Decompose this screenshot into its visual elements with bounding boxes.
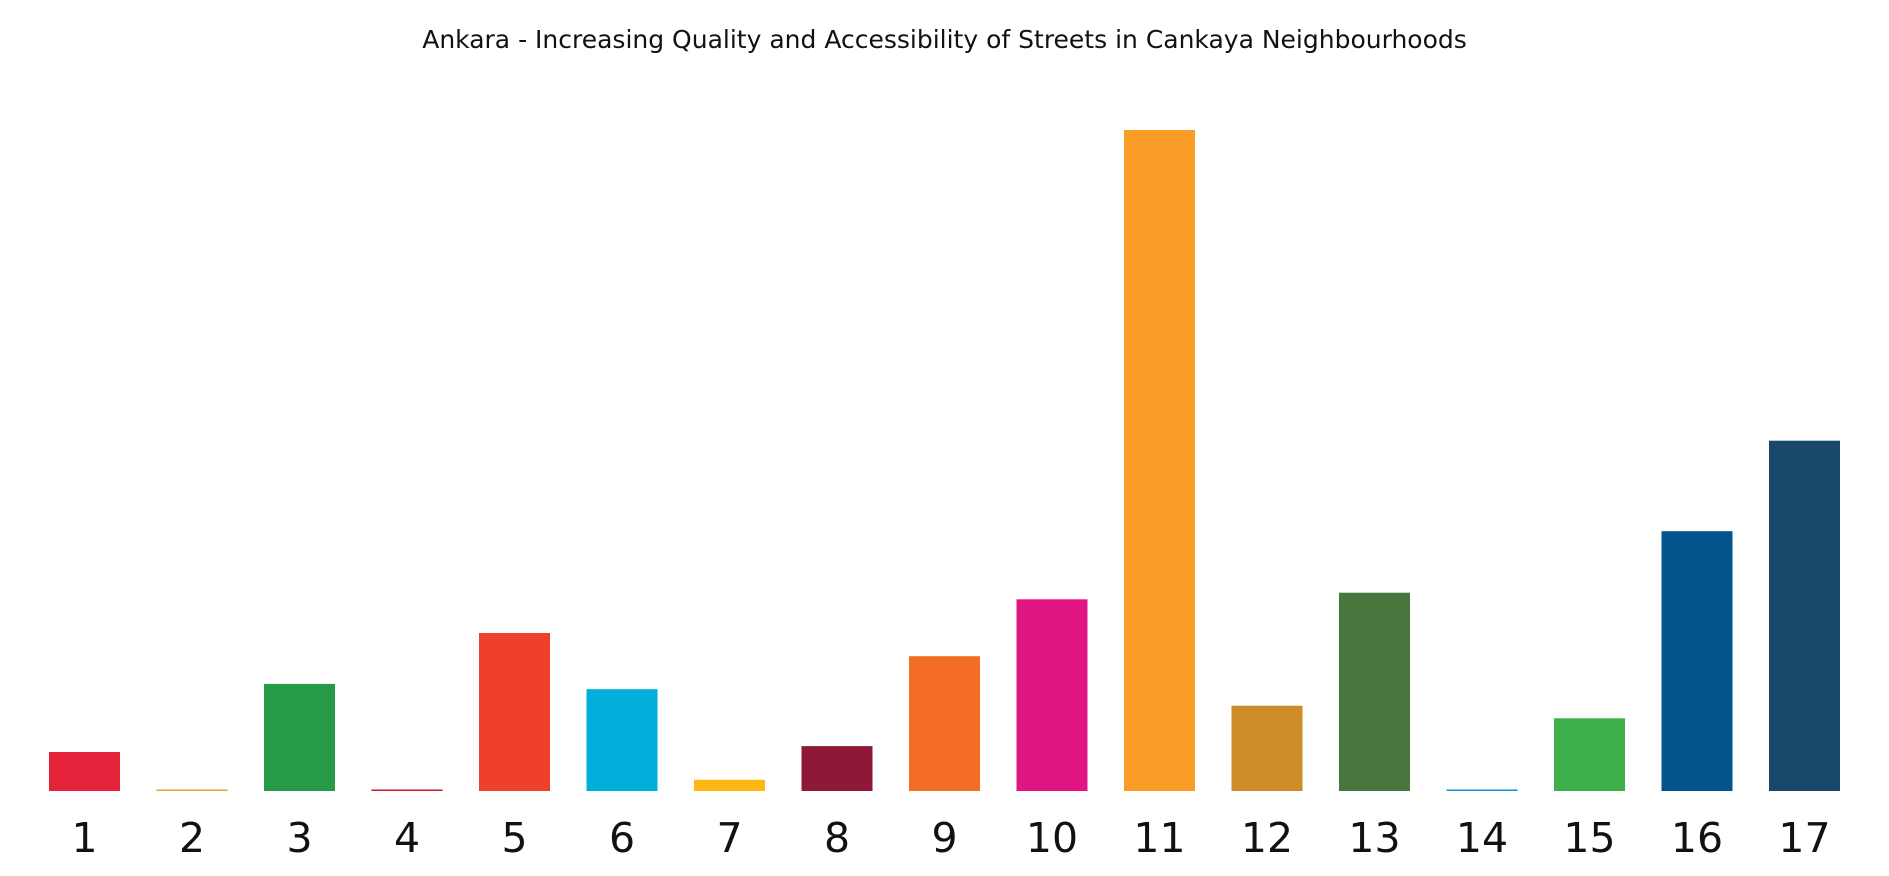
- bar-8: [801, 746, 873, 791]
- bar-7: [694, 779, 765, 791]
- x-tick-label-14: 14: [1456, 814, 1508, 862]
- bar-13: [1339, 592, 1410, 791]
- x-tick-label-5: 5: [501, 814, 527, 862]
- x-tick-label-13: 13: [1348, 814, 1400, 862]
- bar-16: [1661, 531, 1733, 791]
- bars-group: [49, 130, 1840, 791]
- bar-5: [479, 633, 550, 791]
- x-tick-label-16: 16: [1671, 814, 1723, 862]
- x-tick-label-17: 17: [1778, 814, 1830, 862]
- bar-9: [909, 656, 980, 791]
- bar-11: [1124, 130, 1195, 791]
- bar-14: [1446, 789, 1518, 791]
- x-tick-labels: 1 2 3 4 5 6 7 8 9 10 11 12 13 14 15 16 17: [71, 814, 1830, 862]
- x-tick-label-3: 3: [286, 814, 312, 862]
- x-tick-label-12: 12: [1241, 814, 1293, 862]
- chart-title: Ankara - Increasing Quality and Accessib…: [422, 25, 1467, 54]
- x-tick-label-7: 7: [716, 814, 742, 862]
- x-tick-label-4: 4: [394, 814, 420, 862]
- x-tick-label-2: 2: [179, 814, 205, 862]
- bar-2: [156, 789, 228, 791]
- bar-15: [1554, 718, 1625, 791]
- x-tick-label-1: 1: [71, 814, 97, 862]
- bar-1: [49, 752, 120, 791]
- x-tick-label-15: 15: [1563, 814, 1615, 862]
- x-tick-label-8: 8: [824, 814, 850, 862]
- bar-3: [264, 683, 335, 791]
- bar-4: [371, 789, 443, 791]
- x-tick-label-11: 11: [1133, 814, 1185, 862]
- bar-6: [586, 689, 658, 791]
- bar-10: [1016, 599, 1088, 791]
- x-tick-label-6: 6: [609, 814, 635, 862]
- bar-17: [1769, 440, 1840, 791]
- x-tick-label-9: 9: [931, 814, 957, 862]
- x-tick-label-10: 10: [1026, 814, 1078, 862]
- bar-12: [1231, 705, 1303, 791]
